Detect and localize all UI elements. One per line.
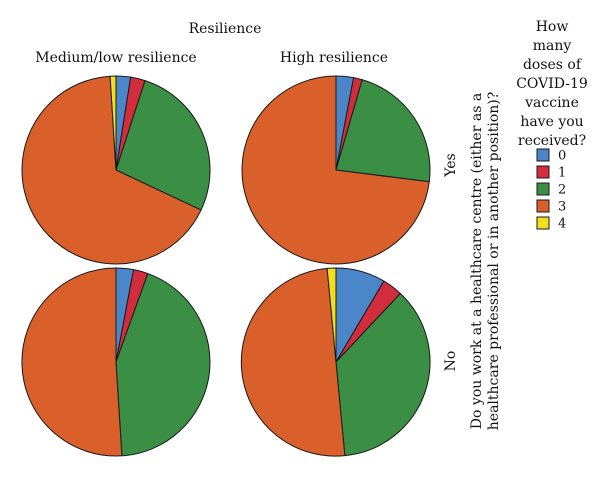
legend-swatch-4: [536, 216, 550, 230]
legend-swatch-2: [536, 182, 550, 196]
legend-title: How many doses of COVID-19 vaccine have you re…: [516, 19, 588, 149]
pie-slice-2-doses: [115, 80, 211, 211]
pie-yes-high: [241, 75, 431, 265]
pie-grid: [21, 75, 431, 457]
column-label-high: High resilience: [280, 50, 388, 66]
legend-title-line: vaccine: [524, 95, 579, 111]
row-axis-label-line-2: healthcare professional or in another po…: [486, 92, 502, 430]
legend-title-line: many: [533, 38, 572, 54]
legend-title-line: have you: [520, 114, 583, 130]
legend-label-4: 4: [558, 217, 566, 232]
pie-slice-3-doses: [241, 75, 430, 265]
pie-slice-3-doses: [240, 267, 346, 457]
chart-title: Resilience: [189, 21, 262, 37]
legend-label-3: 3: [558, 200, 566, 215]
pie-slice-2-doses: [335, 292, 431, 457]
legend-title-line: doses of: [523, 57, 583, 73]
legend-title-line: received?: [518, 133, 586, 149]
pie-slice-2-doses: [115, 273, 211, 457]
pie-no-medium-low: [21, 267, 211, 457]
legend-label-2: 2: [558, 183, 566, 198]
legend-title-line: How: [536, 19, 569, 35]
pie-slice-4-doses: [109, 75, 117, 171]
pie-slice-3-doses: [21, 267, 123, 457]
pie-no-high: [240, 267, 431, 457]
row-label-no: No: [443, 351, 459, 372]
legend-swatch-0: [536, 148, 550, 162]
pie-slice-2-doses: [335, 79, 431, 183]
legend-title-line: COVID-19: [516, 76, 588, 92]
column-label-medium-low: Medium/low resilience: [35, 50, 196, 66]
pie-slice-4-doses: [326, 267, 337, 363]
legend: 0 1 2 3 4: [536, 148, 566, 232]
pie-slice-3-doses: [21, 75, 202, 265]
legend-label-0: 0: [558, 149, 566, 164]
legend-swatch-1: [536, 165, 550, 179]
legend-label-1: 1: [558, 166, 566, 181]
legend-swatch-3: [536, 199, 550, 213]
row-axis-label-line-1: Do you work at a healthcare centre (eith…: [469, 93, 485, 429]
pie-yes-medium-low: [21, 75, 211, 265]
row-label-yes: Yes: [443, 153, 459, 178]
